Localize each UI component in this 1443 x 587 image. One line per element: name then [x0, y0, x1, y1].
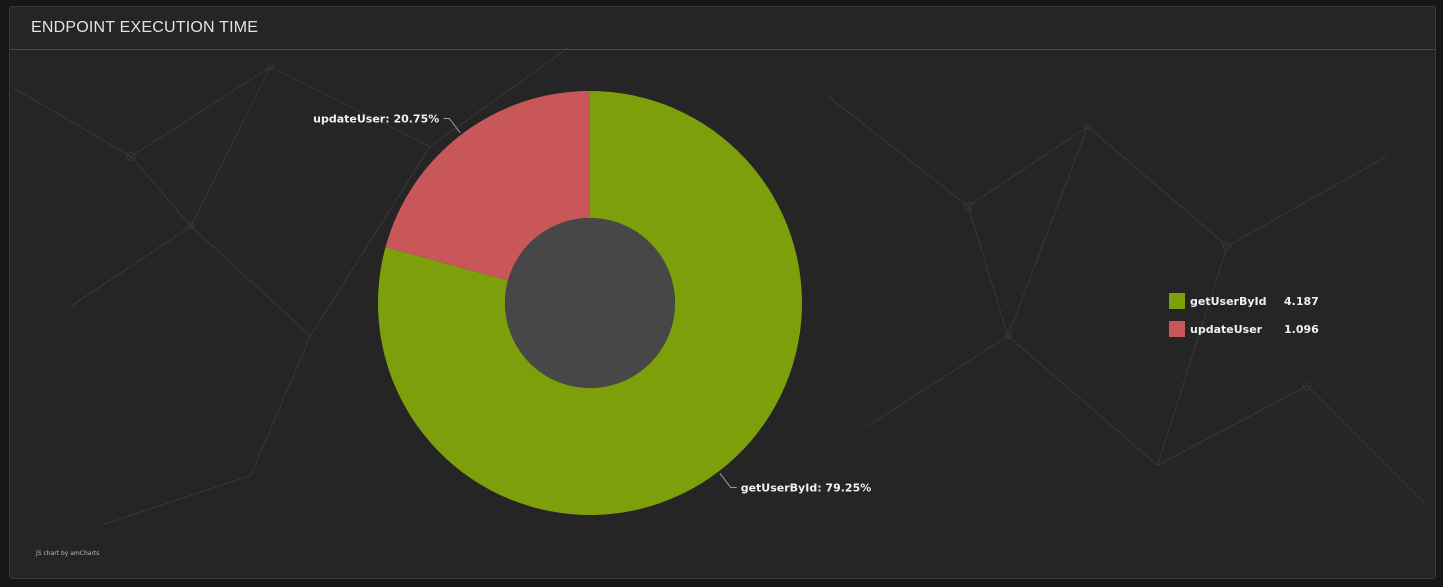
- slice-labels-group: getUserById: 79.25% updateUser: 20.75%: [313, 113, 871, 495]
- slice-label-updateUser: updateUser: 20.75%: [313, 113, 439, 126]
- label-connector-updateUser: [443, 118, 461, 134]
- background-network-pattern: [11, 46, 1427, 526]
- pie-slice-getUserById[interactable]: [377, 91, 802, 515]
- amcharts-credit-link[interactable]: JS chart by amCharts: [36, 550, 100, 557]
- pie-slice-updateUser[interactable]: [385, 91, 590, 281]
- legend-swatch: [1169, 321, 1185, 337]
- label-connector-getUserById: [719, 472, 737, 488]
- legend-value: 1.096: [1284, 323, 1319, 336]
- panel-header: ENDPOINT EXECUTION TIME: [10, 7, 1435, 50]
- legend-label: updateUser: [1190, 323, 1263, 336]
- panel-title: ENDPOINT EXECUTION TIME: [31, 19, 259, 36]
- slice-label-getUserById: getUserById: 79.25%: [741, 481, 872, 494]
- legend-item-updateUser[interactable]: updateUser 1.096: [1169, 321, 1319, 337]
- slices-group: [377, 91, 802, 515]
- donut-hole: [505, 218, 675, 388]
- legend: getUserById 4.187 updateUser 1.096: [1169, 293, 1319, 337]
- legend-swatch: [1169, 293, 1185, 309]
- legend-label: getUserById: [1190, 295, 1266, 308]
- legend-value: 4.187: [1284, 295, 1319, 308]
- legend-item-getUserById[interactable]: getUserById 4.187: [1169, 293, 1319, 309]
